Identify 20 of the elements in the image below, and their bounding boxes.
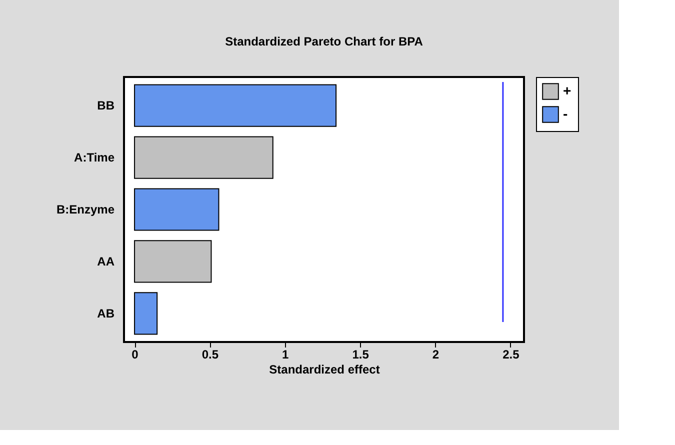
bar <box>134 84 337 127</box>
legend-label: - <box>563 106 568 122</box>
x-tick-label: 2 <box>432 348 440 362</box>
chart-title: Standardized Pareto Chart for BPA <box>225 34 424 48</box>
bar <box>134 136 274 179</box>
x-axis-title: Standardized effect <box>269 362 380 376</box>
bar <box>134 188 220 231</box>
x-tick-label: 0.5 <box>202 348 219 362</box>
x-tick-label: 0 <box>132 348 139 362</box>
y-tick-label: B:Enzyme <box>56 202 115 216</box>
x-tick-label: 1.5 <box>352 348 370 362</box>
x-tick-label: 1 <box>282 348 290 362</box>
bar <box>134 292 158 335</box>
y-tick-label: A:Time <box>74 150 115 165</box>
y-tick-label: AA <box>97 254 115 268</box>
legend-label: + <box>563 82 572 98</box>
y-tick-label: BB <box>97 98 115 113</box>
bar <box>134 240 212 283</box>
y-tick-label: AB <box>97 306 115 320</box>
x-tick-label: 2.5 <box>502 348 520 362</box>
